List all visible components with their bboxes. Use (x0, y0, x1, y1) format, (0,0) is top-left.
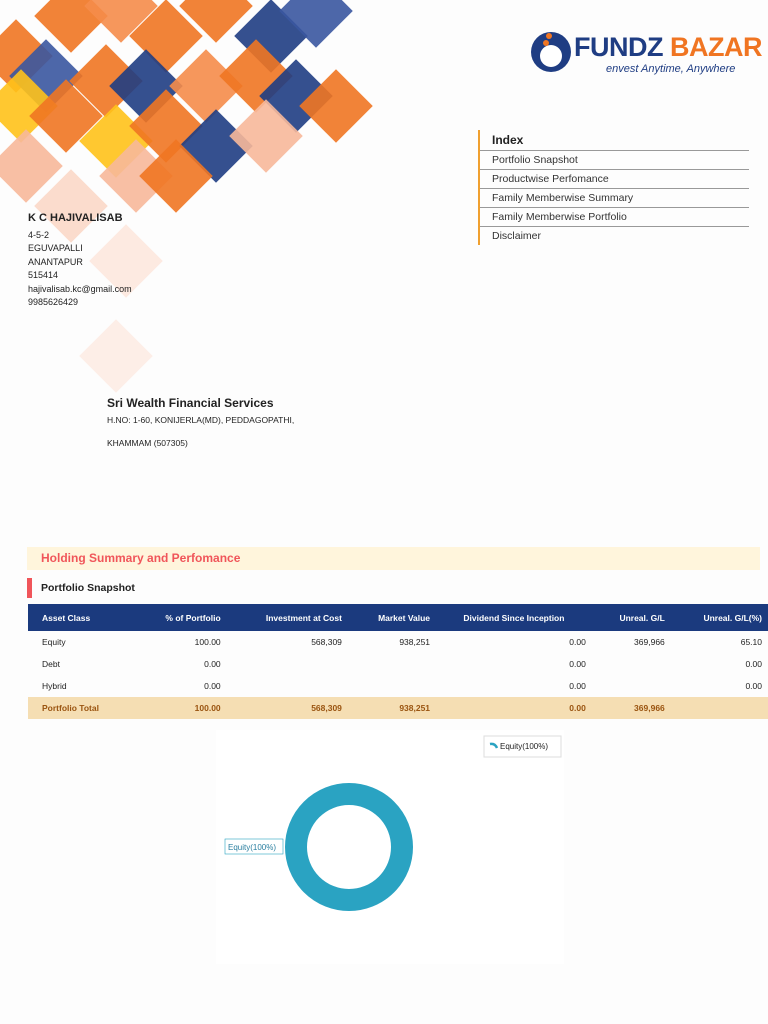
total-row: Portfolio Total 100.00 568,309 938,251 0.00 3… (28, 697, 768, 719)
table-cell: 0.00 (569, 659, 586, 669)
table-cell: Equity (42, 637, 66, 647)
index-item[interactable]: Disclaimer (492, 230, 542, 242)
column-header: Market Value (347, 604, 437, 631)
index-item[interactable]: Portfolio Snapshot (480, 151, 749, 170)
table-cell: 369,966 (591, 697, 671, 719)
legend-label: Equity(100%) (500, 742, 548, 751)
table-row: Hybrid 0.00 0.00 0.00 (28, 675, 768, 697)
section-title: Holding Summary and Perfomance (27, 547, 760, 570)
table-cell: 938,251 (399, 637, 431, 647)
fundzbazar-logo-icon (531, 32, 571, 72)
firm-address-line: H.NO: 1-60, KONIJERLA(MD), PEDDAGOPATHI, (107, 415, 295, 425)
table-cell (592, 653, 671, 675)
table-cell: 0.00 (436, 697, 592, 719)
column-header: Investment at Cost (226, 604, 348, 631)
index-item[interactable]: Family Memberwise Summary (480, 189, 749, 208)
table-cell (592, 675, 671, 697)
legend-box (483, 735, 562, 758)
table-cell (227, 653, 348, 675)
data-label: Equity(100%) (228, 843, 276, 852)
column-header: Unreal. G/L (591, 604, 671, 631)
column-header: Unreal. G/L(%) (670, 604, 768, 631)
table-cell: 0.00 (745, 659, 762, 669)
index-title: Index (480, 130, 749, 151)
firm-name: Sri Wealth Financial Services (107, 396, 274, 410)
subsection-title: Portfolio Snapshot (27, 578, 135, 598)
index-panel: Index Portfolio Snapshot Productwise Per… (478, 130, 749, 245)
portfolio-snapshot-table: Asset Class% of Portfolio Investment at C… (28, 604, 768, 719)
table-cell: 369,966 (634, 637, 665, 647)
client-address: K C HAJIVALISAB 4-5-2 EGUVAPALLI ANANTAP… (28, 212, 132, 310)
firm-info: Sri Wealth Financial Services H.NO: 1-60… (107, 396, 294, 461)
address-line: EGUVAPALLI (28, 243, 83, 253)
table-cell: 0.00 (569, 637, 586, 647)
table-cell: 0.00 (569, 681, 586, 691)
table-cell: 0.00 (204, 681, 221, 691)
donut-slice-equity (285, 783, 413, 911)
table-cell: 100.00 (134, 697, 227, 719)
table-cell: 568,309 (226, 697, 348, 719)
legend-marker (489, 742, 499, 749)
table-cell: 938,251 (347, 697, 437, 719)
column-header: % of Portfolio (134, 604, 227, 631)
brand-tagline: envest Anytime, Anywhere (606, 63, 736, 75)
client-name: K C HAJIVALISAB (28, 212, 123, 224)
column-header: Dividend Since Inception (436, 604, 592, 631)
table-cell: 65.10 (740, 637, 762, 647)
address-line: 4-5-2 (28, 229, 50, 240)
index-item[interactable]: Family Memberwise Portfolio (480, 208, 749, 227)
table-cell (348, 653, 436, 675)
brand-name: FUNDZ BAZAR (574, 32, 763, 62)
table-cell: Portfolio Total (28, 697, 135, 719)
table-cell (227, 675, 348, 697)
index-item[interactable]: Productwise Perfomance (480, 170, 749, 189)
data-label-box (224, 838, 284, 855)
table-cell: Debt (42, 659, 60, 669)
table-cell: 0.00 (745, 681, 762, 691)
client-phone: 9985626429 (28, 297, 79, 307)
pattern-diamond (79, 319, 153, 393)
client-email: hajivalisab.kc@gmail.com (28, 283, 132, 294)
table-cell: Hybrid (42, 681, 67, 691)
table-cell (670, 697, 768, 719)
table-cell: 568,309 (311, 637, 342, 647)
table-row: Debt 0.00 0.00 0.00 (28, 653, 768, 675)
table-cell (348, 675, 436, 697)
table-cell: 100.00 (194, 637, 221, 647)
address-line: ANANTAPUR (28, 256, 83, 267)
firm-address-line: KHAMMAM (507305) (107, 438, 188, 448)
table-row: Equity 100.00 568,309 938,251 0.00 369,966 65.… (28, 631, 768, 653)
address-line: 515414 (28, 270, 59, 280)
table-cell: 0.00 (204, 659, 221, 669)
asset-allocation-chart: Equity(100%) Equity(100%) (216, 730, 564, 964)
column-header: Asset Class (28, 604, 135, 631)
